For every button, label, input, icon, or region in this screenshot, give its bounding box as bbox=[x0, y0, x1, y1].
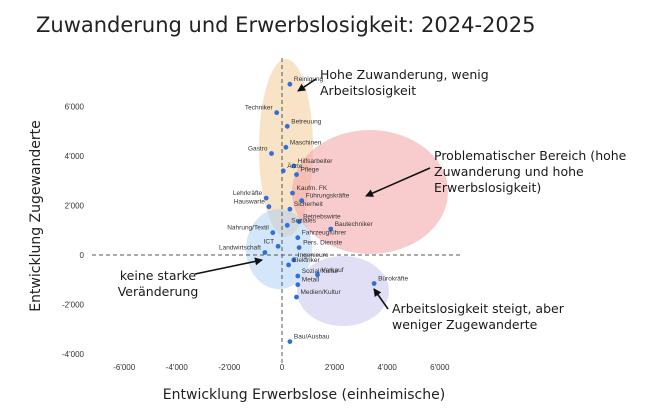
region-no-change bbox=[246, 209, 312, 289]
x-tick-label: 0 bbox=[280, 363, 285, 372]
annotations: Hohe Zuwanderung, wenig Arbeitslosigkeit… bbox=[118, 67, 627, 332]
data-point bbox=[294, 172, 299, 178]
data-point bbox=[328, 226, 334, 232]
data-point-label: Bürokräfte bbox=[378, 276, 408, 283]
x-tick-label: -4'000 bbox=[166, 363, 189, 372]
annotation-bottom-line2: weniger Zugewanderte bbox=[392, 317, 538, 332]
y-tick-label: 2'000 bbox=[65, 202, 85, 211]
x-tick-label: -6'000 bbox=[113, 363, 136, 372]
data-points: Reinigung Techniker Betreuung Maschinen Gast… bbox=[219, 76, 408, 344]
data-point bbox=[262, 250, 268, 255]
data-point-label: Gastro bbox=[248, 146, 268, 153]
y-axis-title: Entwicklung Zugewanderte bbox=[28, 120, 44, 312]
data-point bbox=[294, 294, 299, 300]
x-tick-labels: -6'000 -4'000 -2'000 0 2'000 4'000 6'000 bbox=[113, 363, 450, 372]
data-point bbox=[284, 222, 290, 228]
y-tick-label: 6'000 bbox=[65, 103, 85, 112]
data-point-label: Soziales bbox=[291, 217, 316, 224]
chart-title: Zuwanderung und Erwerbslosigkeit: 2024-2… bbox=[36, 13, 536, 37]
annotation-left-line1: keine starke bbox=[120, 268, 197, 283]
data-point bbox=[287, 206, 293, 212]
data-point bbox=[283, 144, 289, 150]
data-point bbox=[299, 198, 305, 204]
data-point bbox=[291, 257, 297, 263]
x-tick-label: 2'000 bbox=[325, 363, 345, 372]
data-point bbox=[286, 262, 291, 268]
x-axis-title: Entwicklung Erwerbslose (einheimische) bbox=[163, 387, 445, 403]
annotation-left-line2: Veränderung bbox=[118, 284, 199, 299]
data-point-label: Betreuung bbox=[291, 118, 321, 125]
annotation-bottom-arrow bbox=[373, 288, 389, 310]
data-point bbox=[290, 190, 295, 196]
x-tick-label: -2'000 bbox=[218, 363, 241, 372]
data-point bbox=[296, 245, 302, 251]
data-point bbox=[275, 243, 281, 249]
data-point bbox=[263, 195, 269, 201]
annotation-top-line1: Hohe Zuwanderung, wenig bbox=[320, 67, 489, 82]
data-point bbox=[269, 151, 274, 156]
y-tick-label: 0 bbox=[80, 251, 85, 260]
data-point-label: Hauswarte bbox=[234, 199, 265, 206]
data-point-label: Kaufm. FK bbox=[297, 185, 328, 192]
annotation-left-arrow bbox=[194, 257, 263, 275]
data-point-label: Maschinen bbox=[290, 139, 322, 146]
annotation-right-line1: Problematischer Bereich (hohe bbox=[434, 148, 627, 163]
data-point bbox=[291, 163, 297, 169]
data-point bbox=[284, 123, 290, 129]
data-point-label: Techniker bbox=[245, 105, 274, 112]
data-point-label: Ärzte bbox=[287, 162, 303, 170]
data-point bbox=[295, 235, 301, 241]
annotation-top-line2: Arbeitslosigkeit bbox=[320, 83, 416, 98]
annotation-right-arrow bbox=[365, 167, 431, 197]
region-rising-unemployment bbox=[297, 256, 389, 326]
annotation-bottom-line1: Arbeitslosigkeit steigt, aber bbox=[392, 301, 565, 316]
annotation-right-line2: Zuwanderung und hohe bbox=[434, 164, 584, 179]
y-tick-label: -2'000 bbox=[62, 301, 85, 310]
data-point-label: Nahrung/Textil bbox=[227, 225, 269, 232]
data-point-label: Elektriker bbox=[293, 257, 321, 264]
data-point bbox=[280, 168, 286, 174]
annotation-right-line3: Erwerbslosigkeit) bbox=[434, 180, 541, 195]
data-point-label: ICT bbox=[264, 238, 275, 245]
data-point-label: Fahrzeugführer bbox=[302, 230, 347, 237]
data-point-label: Ingenieure bbox=[298, 252, 329, 259]
data-point-label: Landwirtschaft bbox=[219, 245, 261, 252]
data-point-label: Medien/Kultur bbox=[301, 289, 342, 296]
data-point-label: Hilfsarbeiter bbox=[298, 158, 334, 165]
data-point-label: Sozial/Kultur bbox=[302, 268, 339, 275]
data-point bbox=[287, 339, 293, 344]
data-point bbox=[295, 273, 301, 279]
y-tick-labels: -4'000 -2'000 0 2'000 4'000 6'000 bbox=[62, 103, 85, 360]
data-point bbox=[266, 204, 272, 210]
annotation-top-arrow bbox=[297, 78, 317, 92]
y-tick-label: -4'000 bbox=[62, 350, 85, 359]
data-point bbox=[274, 110, 280, 116]
data-point-label: Bau/Ausbau bbox=[294, 334, 330, 341]
data-point-label: Pers. Dienste bbox=[303, 240, 342, 247]
data-point bbox=[296, 219, 302, 225]
data-point-label: Bautechniker bbox=[335, 221, 374, 228]
data-point bbox=[295, 282, 301, 288]
data-point-label: Sicherheit bbox=[294, 201, 323, 208]
x-tick-label: 4'000 bbox=[378, 363, 398, 372]
data-point bbox=[371, 281, 377, 286]
data-point-label: Verkauf bbox=[322, 267, 344, 274]
data-point-label: Pflege bbox=[301, 167, 320, 174]
data-point-label: Lehrkräfte bbox=[233, 190, 263, 197]
data-point bbox=[270, 230, 276, 236]
data-point-label: Reinigung bbox=[294, 76, 324, 83]
data-point-label: Betriebswirte bbox=[303, 214, 341, 221]
y-tick-label: 4'000 bbox=[65, 152, 85, 161]
data-point-label: Metall bbox=[302, 277, 320, 284]
data-point bbox=[315, 272, 320, 278]
data-point-label: Führungskräfte bbox=[306, 193, 350, 200]
data-point bbox=[287, 81, 293, 87]
x-tick-label: 6'000 bbox=[430, 363, 450, 372]
